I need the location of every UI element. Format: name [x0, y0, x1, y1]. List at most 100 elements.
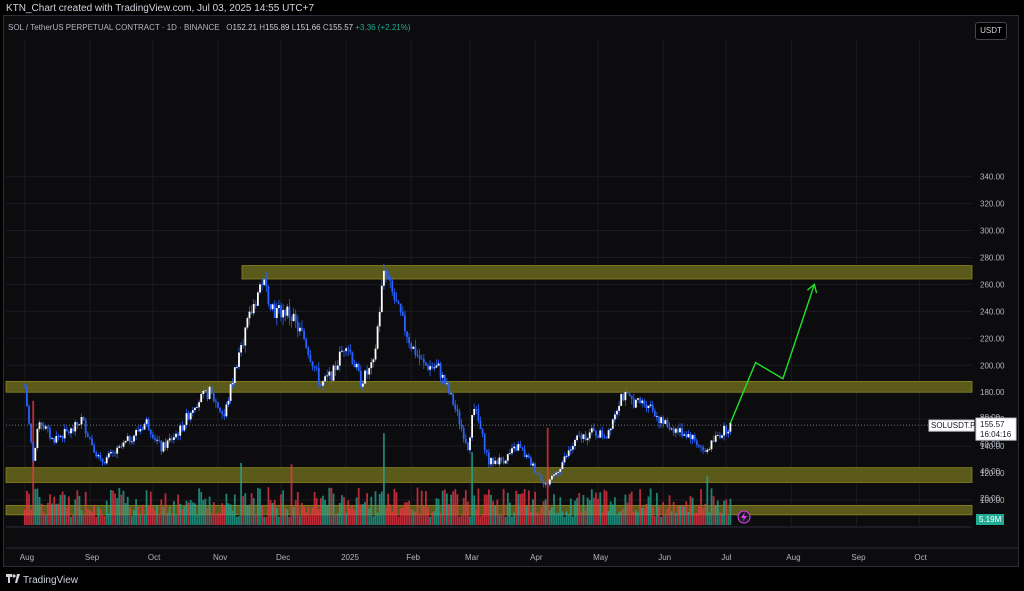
price-tag-price: 155.57 — [980, 420, 1005, 429]
volume-bar — [118, 488, 121, 525]
candle-body — [376, 326, 379, 349]
volume-bar — [557, 513, 560, 525]
candle — [378, 306, 381, 333]
candle-body — [561, 462, 564, 470]
candle-body — [152, 434, 154, 439]
candle-body — [191, 410, 194, 413]
candle-body — [626, 392, 629, 394]
candle-body — [173, 437, 175, 440]
candle-body — [240, 345, 242, 353]
candle-body — [460, 424, 463, 429]
candle-body — [280, 305, 282, 318]
volume-bar — [82, 514, 85, 525]
candle — [393, 288, 396, 304]
candle — [647, 405, 650, 413]
volume-bar — [404, 502, 406, 525]
candle — [275, 302, 278, 326]
candle-body — [687, 433, 690, 438]
candle — [139, 424, 142, 435]
candle-body — [284, 310, 287, 316]
volume-bar — [252, 498, 255, 525]
candle-body — [404, 315, 406, 332]
x-tick-label: Jun — [658, 553, 671, 562]
brand-name: TradingView — [23, 574, 79, 586]
candle-body — [59, 436, 62, 437]
candle-body — [330, 371, 333, 381]
candle-body — [248, 311, 251, 319]
volume-bar — [469, 516, 471, 525]
volume-bar — [137, 506, 140, 525]
volume-bar — [110, 489, 112, 525]
volume-bar — [236, 516, 238, 525]
volume-bar — [538, 513, 541, 525]
volume-bar — [103, 516, 106, 525]
volume-bar — [189, 499, 192, 525]
candle-body — [126, 436, 129, 441]
y-tick-label: 280.00 — [980, 253, 1005, 262]
y-tick-label: 320.00 — [980, 200, 1005, 209]
candle-body — [26, 386, 28, 407]
candle-body — [332, 365, 335, 381]
candle — [725, 425, 728, 437]
candle-body — [502, 460, 505, 464]
volume-bar — [662, 501, 665, 525]
candle — [330, 371, 333, 385]
candle — [343, 349, 345, 357]
volume-bar — [412, 510, 415, 525]
candle-body — [607, 430, 610, 439]
candle-body — [584, 434, 587, 441]
candle-body — [683, 434, 686, 436]
candle — [301, 320, 303, 332]
zone-band — [241, 265, 973, 280]
volume-bar — [616, 514, 618, 525]
volume-bar — [246, 505, 249, 525]
candle-body — [635, 399, 637, 408]
candle — [450, 389, 452, 395]
volume-bar — [450, 494, 452, 525]
candle — [469, 435, 471, 454]
candle — [303, 327, 305, 341]
candle-body — [368, 368, 371, 375]
candle-body — [347, 348, 350, 350]
candle-body — [454, 404, 457, 410]
candle-body — [198, 402, 200, 408]
volume-bar — [446, 493, 448, 525]
volume-bar — [706, 476, 709, 525]
volume-bar — [212, 502, 215, 525]
candle-body — [693, 435, 696, 441]
tradingview-brand[interactable]: TradingView — [6, 574, 78, 586]
candle — [523, 445, 526, 458]
volume-bar — [53, 496, 56, 525]
candle-body — [721, 435, 723, 438]
candle-body — [452, 393, 455, 405]
volume-bar — [448, 504, 450, 525]
candle-body — [572, 446, 574, 450]
candle-body — [420, 358, 423, 360]
volume-bar — [149, 491, 152, 525]
candle — [355, 361, 358, 370]
currency-button[interactable]: USDT — [975, 22, 1007, 40]
volume-bar — [729, 498, 732, 525]
candle-body — [229, 384, 232, 401]
candle-body — [523, 449, 526, 457]
volume-bar — [716, 500, 719, 525]
volume-bar — [305, 512, 308, 525]
candle — [609, 428, 612, 436]
candle-body — [639, 398, 641, 404]
symbol-name[interactable]: SOL / TetherUS PERPETUAL CONTRACT · 1D ·… — [8, 23, 220, 32]
candle — [30, 423, 32, 445]
candle-body — [492, 457, 494, 464]
volume-bar — [462, 498, 465, 525]
volume-bar — [632, 511, 635, 525]
volume-bar — [273, 500, 276, 525]
candle — [336, 360, 339, 371]
candle — [61, 434, 64, 443]
volume-bar — [691, 497, 694, 525]
candle-body — [563, 456, 566, 463]
candle-body — [128, 436, 131, 443]
volume-bar — [231, 510, 234, 525]
volume-bar — [341, 495, 343, 525]
candle-body — [263, 279, 266, 285]
